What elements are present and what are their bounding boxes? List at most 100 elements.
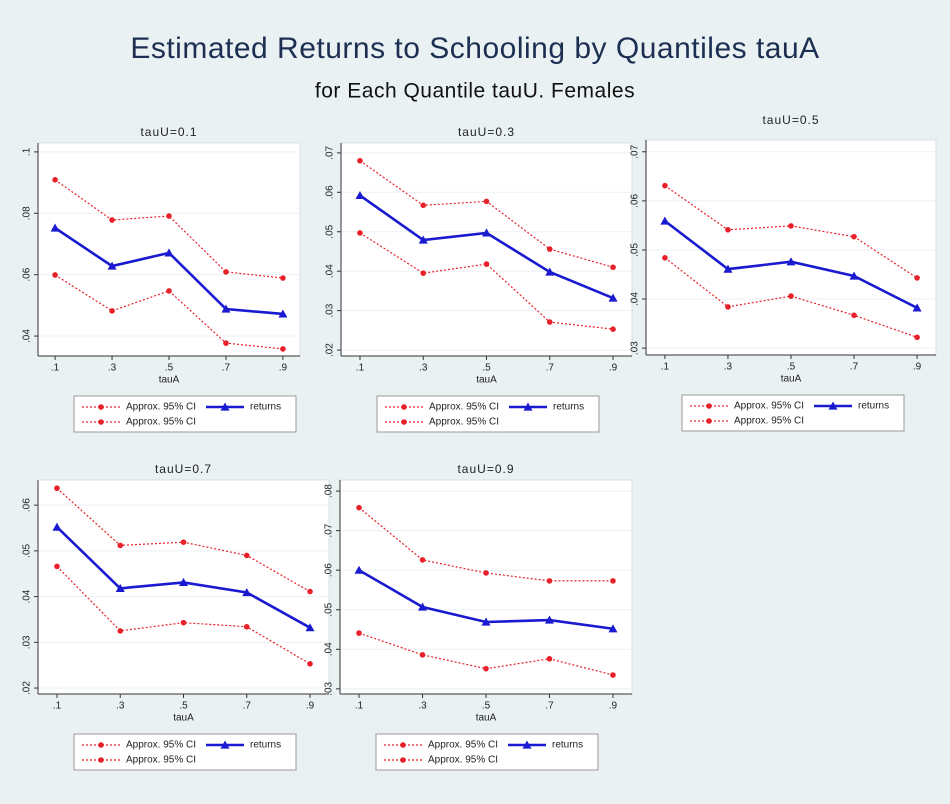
- y-tick-label: .04: [325, 264, 336, 278]
- marker: [52, 522, 62, 531]
- marker: [179, 577, 188, 587]
- x-tick-label: .9: [279, 363, 288, 374]
- x-tick-label: .1: [53, 701, 62, 712]
- x-tick-label: .1: [661, 362, 670, 373]
- marker: [851, 233, 857, 240]
- y-tick-label: .02: [325, 343, 336, 357]
- y-tick-label: .07: [630, 144, 641, 158]
- plot-area: [339, 479, 633, 695]
- x-tick-label: .9: [609, 363, 618, 374]
- marker: [610, 326, 616, 332]
- y-tick-label: .1: [22, 147, 33, 156]
- x-tick-label: .1: [51, 363, 60, 374]
- marker: [662, 255, 668, 261]
- marker: [107, 261, 117, 270]
- marker: [725, 227, 731, 233]
- legend-label: returns: [553, 402, 584, 413]
- marker: [610, 672, 616, 678]
- x-tick-label: .5: [482, 363, 491, 374]
- y-tick-label: .06: [324, 563, 335, 577]
- legend-label: Approx. 95% CI: [126, 402, 196, 413]
- legend-label: returns: [250, 740, 281, 751]
- panel-title: tauU=0.5: [762, 113, 819, 127]
- legend-label: Approx. 95% CI: [126, 755, 196, 766]
- marker: [483, 570, 489, 576]
- marker: [723, 264, 733, 273]
- marker: [307, 661, 313, 667]
- marker: [357, 157, 363, 164]
- y-tick-label: .07: [325, 145, 336, 159]
- marker: [307, 588, 313, 595]
- legend-label: Approx. 95% CI: [126, 417, 196, 428]
- marker: [355, 190, 365, 200]
- y-tick-label: .05: [324, 602, 335, 616]
- marker: [912, 303, 922, 312]
- marker: [546, 246, 553, 252]
- y-tick-label: .02: [22, 681, 33, 695]
- x-tick-label: .9: [609, 701, 618, 712]
- marker: [788, 223, 794, 229]
- marker: [482, 228, 491, 237]
- series-line: [358, 507, 613, 582]
- x-tick-label: .1: [356, 363, 365, 374]
- marker: [544, 615, 554, 624]
- marker: [280, 275, 286, 281]
- x-tick-label: .9: [306, 701, 315, 712]
- marker: [828, 401, 838, 410]
- marker: [305, 623, 315, 632]
- marker: [243, 552, 250, 559]
- x-axis-label: tauA: [173, 713, 194, 724]
- marker: [50, 223, 60, 232]
- panel-title: tauU=0.9: [457, 462, 514, 476]
- legend-label: returns: [250, 402, 281, 413]
- x-tick-label: .9: [913, 362, 922, 373]
- marker: [280, 346, 286, 352]
- marker: [523, 402, 533, 411]
- y-tick-label: .07: [324, 523, 335, 537]
- y-tick-label: .05: [325, 224, 336, 238]
- marker: [546, 319, 553, 325]
- marker: [610, 578, 616, 584]
- x-tick-label: .3: [116, 701, 125, 712]
- marker: [98, 419, 104, 425]
- marker: [914, 275, 920, 281]
- x-tick-label: .5: [179, 701, 188, 712]
- x-tick-label: .3: [419, 363, 428, 374]
- x-tick-label: .5: [482, 701, 491, 712]
- x-tick-label: .7: [850, 362, 859, 373]
- legend-label: returns: [552, 740, 583, 751]
- marker: [354, 565, 364, 574]
- plot-area: [340, 142, 633, 357]
- marker: [278, 309, 288, 318]
- plot-area: [37, 479, 330, 695]
- marker: [115, 583, 125, 592]
- marker: [117, 542, 124, 549]
- panel-title: tauU=0.7: [155, 462, 212, 476]
- x-tick-label: .5: [165, 363, 174, 374]
- y-tick-label: .06: [22, 267, 33, 281]
- marker: [164, 248, 174, 257]
- marker: [786, 257, 796, 266]
- marker: [662, 182, 668, 189]
- x-axis-label: tauA: [781, 374, 802, 385]
- series-line: [359, 232, 614, 330]
- marker: [401, 419, 407, 425]
- legend-label: Approx. 95% CI: [428, 755, 498, 766]
- marker: [98, 757, 104, 763]
- x-tick-label: .7: [546, 363, 555, 374]
- chart-subtitle: for Each Quantile tauU. Females: [315, 80, 635, 103]
- x-tick-label: .3: [724, 362, 733, 373]
- marker: [109, 217, 115, 223]
- x-axis-label: tauA: [476, 375, 497, 386]
- marker: [400, 757, 406, 763]
- x-axis-label: tauA: [476, 713, 497, 724]
- x-tick-label: .1: [355, 701, 364, 712]
- legend-label: Approx. 95% CI: [428, 740, 498, 751]
- marker: [706, 418, 712, 424]
- marker: [52, 177, 58, 183]
- y-tick-label: .08: [22, 206, 33, 220]
- marker: [180, 539, 187, 545]
- y-tick-label: .04: [324, 642, 335, 656]
- marker: [242, 587, 252, 597]
